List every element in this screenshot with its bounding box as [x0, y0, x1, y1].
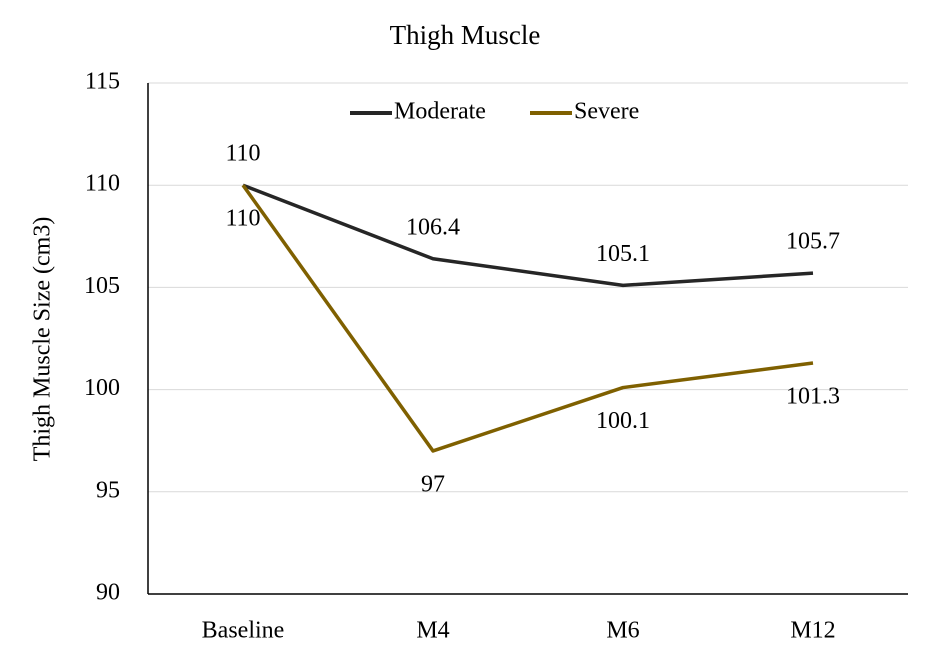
y-tick-label: 110 [85, 171, 120, 197]
y-axis-label: Thigh Muscle Size (cm3) [30, 217, 56, 462]
data-label: 110 [225, 206, 260, 232]
y-tick-label: 100 [84, 375, 120, 401]
data-label: 110 [225, 141, 260, 167]
data-label: 106.4 [406, 214, 460, 240]
y-tick-label: 105 [84, 273, 120, 299]
y-tick-label: 95 [96, 477, 120, 503]
data-label: 105.7 [786, 229, 840, 255]
x-tick-label: Baseline [202, 618, 285, 644]
series-line [242, 183, 814, 288]
data-label: 101.3 [786, 384, 840, 410]
data-label: 105.1 [596, 241, 650, 267]
x-tick-label: M6 [606, 618, 639, 644]
data-label: 100.1 [596, 408, 650, 434]
y-tick-label: 115 [85, 69, 120, 95]
legend-label: Moderate [394, 99, 486, 125]
legend-label: Severe [574, 99, 639, 125]
x-tick-label: M4 [416, 618, 449, 644]
x-tick-label: M12 [790, 618, 835, 644]
chart-title: Thigh Muscle [390, 20, 541, 50]
y-tick-label: 90 [96, 580, 120, 606]
data-label: 97 [421, 471, 445, 497]
series-line [241, 184, 814, 453]
